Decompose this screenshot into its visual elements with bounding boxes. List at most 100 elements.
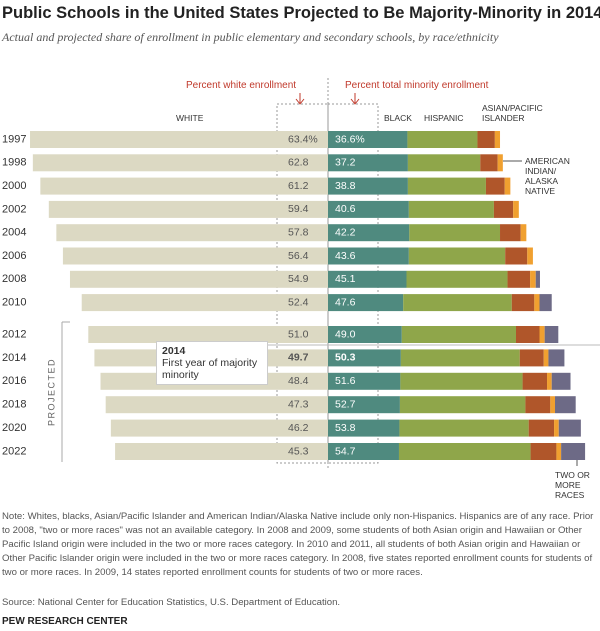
bar	[493, 200, 514, 218]
value-label: 45.3	[288, 445, 309, 457]
bar	[408, 200, 494, 218]
bar	[408, 247, 506, 265]
bar	[528, 419, 555, 437]
bar	[527, 247, 533, 265]
value-label: 47.3	[288, 398, 309, 410]
bar	[511, 294, 535, 312]
bar	[328, 224, 410, 242]
legend-label: BLACK	[384, 113, 412, 123]
bar	[328, 349, 401, 367]
value-label: 52.7	[335, 398, 356, 410]
bar	[525, 396, 551, 414]
bar	[516, 326, 540, 343]
bar	[494, 131, 501, 148]
bar	[480, 154, 498, 172]
bar	[398, 443, 531, 460]
value-label: 46.2	[288, 422, 309, 434]
bar	[88, 326, 328, 343]
bar	[32, 154, 329, 172]
value-label: 49.7	[288, 352, 309, 364]
value-label: 48.4	[288, 375, 309, 387]
value-label: 53.8	[335, 422, 356, 434]
y-tick-label: 2008	[2, 273, 26, 285]
value-label: 52.4	[288, 296, 309, 308]
bar	[547, 372, 552, 390]
bar	[399, 419, 529, 437]
title: Public Schools in the United States Proj…	[2, 4, 600, 22]
y-tick-label: 2002	[2, 203, 26, 215]
bar	[555, 396, 576, 414]
y-tick-label: 2020	[2, 422, 26, 434]
value-label: 56.4	[288, 250, 309, 262]
bar	[30, 131, 329, 148]
value-label: 61.2	[288, 180, 309, 192]
y-tick-label: 1997	[2, 133, 26, 145]
bar	[115, 443, 328, 460]
bar	[48, 200, 328, 218]
bar	[522, 372, 548, 390]
bar	[328, 200, 409, 218]
bar	[328, 419, 400, 437]
y-tick-label: 2018	[2, 399, 26, 411]
bar	[477, 131, 495, 148]
bar	[500, 224, 521, 242]
bar	[539, 326, 545, 343]
projected-label: PROJECTED	[46, 358, 56, 426]
bar	[328, 131, 408, 148]
value-label: 51.0	[288, 328, 309, 340]
bar	[519, 349, 544, 367]
bar	[504, 177, 511, 195]
value-label: 54.9	[288, 273, 309, 285]
legend-label: AMERICAN INDIAN/ ALASKA NATIVE	[525, 156, 570, 196]
source: Source: National Center for Education St…	[2, 597, 341, 608]
y-tick-label: 2014	[2, 352, 26, 364]
arrow-head	[295, 98, 305, 105]
bar	[554, 419, 559, 437]
bar	[539, 294, 552, 312]
bar	[556, 443, 562, 460]
bar	[551, 372, 571, 390]
bar	[497, 154, 503, 172]
bar	[407, 131, 478, 148]
bar	[110, 419, 328, 437]
bar	[328, 177, 408, 195]
bar	[520, 224, 527, 242]
value-label: 45.1	[335, 273, 356, 285]
bar	[485, 177, 505, 195]
bar	[401, 326, 516, 343]
legend-label: ASIAN/PACIFIC ISLANDER	[482, 103, 543, 123]
bar	[69, 270, 328, 288]
bar	[328, 294, 404, 312]
y-tick-label: 2000	[2, 180, 26, 192]
value-label: 47.6	[335, 296, 356, 308]
bar	[530, 270, 536, 288]
bar	[558, 419, 581, 437]
annotation: Percent white enrollment	[186, 80, 297, 91]
callout: 2014 First year of majority minority	[156, 341, 268, 385]
value-label: 54.7	[335, 445, 356, 457]
callout-title: 2014	[162, 345, 186, 357]
bar	[105, 396, 328, 414]
footer: PEW RESEARCH CENTER	[2, 616, 128, 627]
value-label: 50.3	[335, 352, 356, 364]
y-tick-label: 2004	[2, 227, 26, 239]
bar	[328, 247, 409, 265]
value-label: 38.8	[335, 180, 356, 192]
legend-label: HISPANIC	[424, 113, 464, 123]
value-label: 51.6	[335, 375, 356, 387]
bar	[40, 177, 329, 195]
value-label: 42.2	[335, 226, 356, 238]
bar	[505, 247, 528, 265]
y-tick-label: 2006	[2, 250, 26, 262]
bar	[543, 349, 549, 367]
legend-label: WHITE	[176, 113, 204, 123]
bar	[328, 396, 400, 414]
value-label: 57.8	[288, 226, 309, 238]
value-label: 43.6	[335, 250, 356, 262]
bar	[328, 443, 399, 460]
bar	[400, 372, 523, 390]
bar	[62, 247, 329, 265]
value-label: 62.8	[288, 157, 309, 169]
bar	[530, 443, 557, 460]
